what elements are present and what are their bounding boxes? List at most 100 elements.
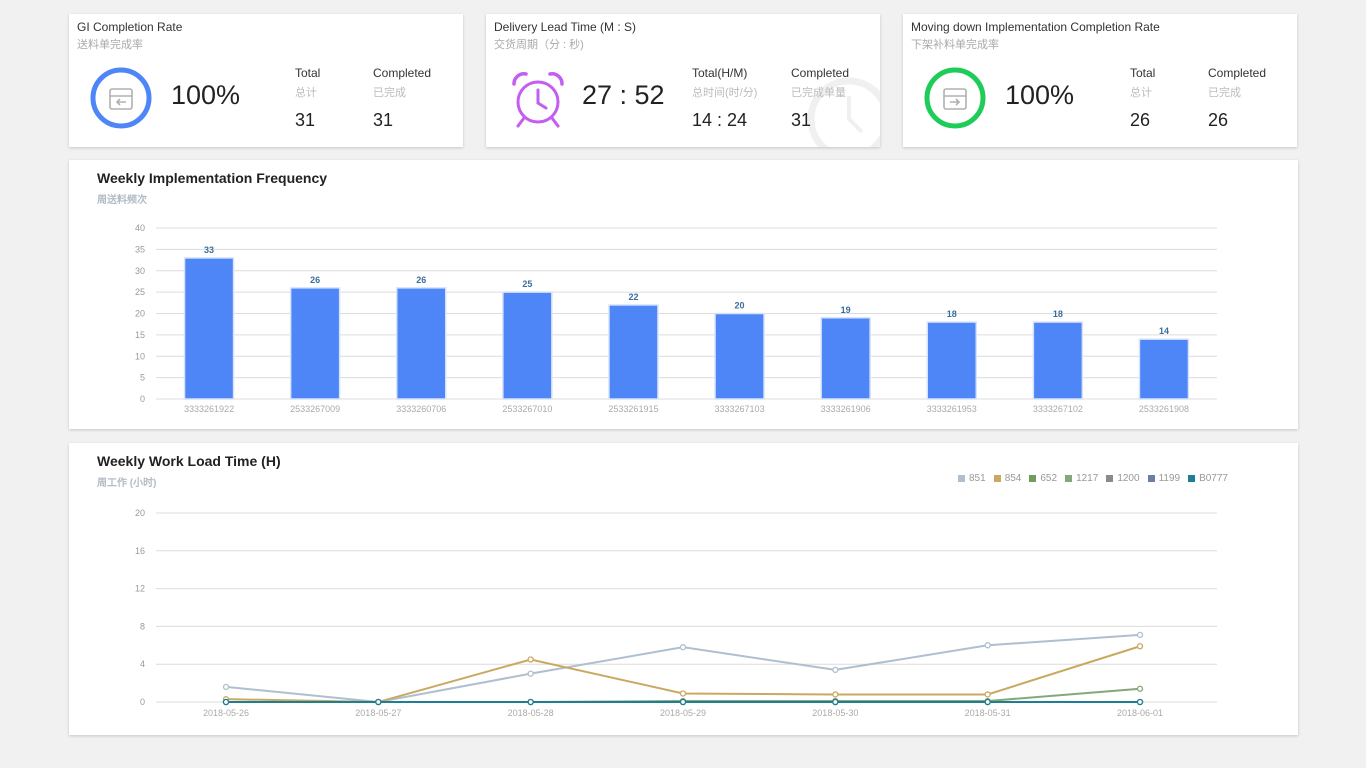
data-point	[1136, 698, 1144, 706]
bar	[183, 257, 235, 400]
kpi-card-moving-down-completion: Moving down Implementation Completion Ra…	[903, 14, 1297, 147]
stat-label: Completed	[1208, 66, 1267, 80]
legend-swatch	[1065, 475, 1073, 482]
data-point	[222, 683, 230, 691]
chart-title: Weekly Work Load Time (H)	[97, 453, 281, 469]
bar	[926, 321, 977, 400]
bar	[608, 304, 659, 400]
legend-item[interactable]: 1217	[1065, 473, 1098, 484]
x-tick-label: 2018-05-31	[965, 708, 1011, 718]
legend-swatch	[1029, 475, 1037, 482]
x-tick-label: 2018-05-27	[355, 708, 401, 718]
bar-value-label: 14	[1159, 326, 1169, 336]
x-tick-label: 3333260706	[396, 404, 446, 414]
x-tick-label: 3333267102	[1033, 404, 1083, 414]
y-tick-label: 25	[135, 287, 145, 297]
legend-item[interactable]: 854	[993, 473, 1021, 484]
bar-value-label: 26	[310, 275, 320, 285]
stat-label: Total	[1130, 66, 1156, 80]
stat-sublabel: 总计	[295, 87, 317, 99]
legend-label: 1199	[1158, 473, 1181, 484]
kpi-value: 100%	[171, 80, 241, 110]
y-tick-label: 10	[135, 351, 145, 361]
kpi-title: Delivery Lead Time (M : S)	[494, 20, 637, 34]
kpi-value: 100%	[1005, 80, 1075, 110]
data-point	[832, 666, 839, 674]
bar-value-label: 25	[522, 279, 532, 289]
data-point	[679, 690, 687, 697]
legend-swatch	[958, 475, 965, 482]
bar-value-label: 20	[735, 301, 745, 311]
y-tick-label: 30	[135, 266, 145, 276]
y-tick-label: 12	[135, 584, 145, 594]
kpi-card-delivery-lead-time: Delivery Lead Time (M : S) 交货周期（分 : 秒) 2…	[486, 14, 880, 147]
stat-sublabel: 总时间(时/分)	[692, 87, 758, 99]
chart-subtitle: 周送料频次	[97, 195, 147, 206]
bar	[1032, 321, 1084, 400]
data-point	[222, 698, 230, 706]
bar	[396, 287, 447, 400]
bar	[714, 312, 765, 400]
stat-label: Total	[295, 66, 321, 80]
data-point	[832, 691, 839, 698]
stat-label: Completed	[373, 66, 432, 80]
stat-sublabel: 已完成单量	[791, 87, 846, 99]
legend-label: B0777	[1199, 473, 1228, 484]
kpi-stat-completed: Completed 已完成 31	[373, 66, 431, 131]
data-point	[375, 698, 382, 706]
kpi-card-gi-completion: GI Completion Rate 送料单完成率 100% Total 总计 …	[69, 14, 463, 147]
x-tick-label: 2018-06-01	[1117, 708, 1163, 718]
y-tick-label: 20	[135, 309, 145, 319]
bar	[1138, 338, 1190, 400]
data-point	[1136, 631, 1144, 639]
stat-label: Completed	[791, 66, 850, 80]
alarm-clock-icon	[512, 72, 564, 128]
legend-label: 1217	[1076, 473, 1099, 484]
stat-value: 31	[295, 110, 316, 130]
kpi-stat-completed: Completed 已完成 26	[1208, 66, 1266, 131]
legend-item[interactable]: 652	[1029, 473, 1057, 484]
x-tick-label: 2018-05-29	[660, 708, 706, 718]
x-tick-label: 2018-05-28	[508, 708, 554, 718]
bar-chart: 0 5 10 15 20 25 30 35 40 33 3333261922 26 2533267009…	[135, 223, 1217, 414]
kpi-value: 27 : 52	[582, 80, 665, 110]
bar-value-label: 18	[947, 309, 957, 319]
kpi-stat-total: Total(H/M) 总时间(时/分) 14 : 24	[692, 66, 757, 131]
y-tick-label: 4	[140, 659, 145, 669]
bar-value-label: 33	[204, 245, 214, 255]
legend-item[interactable]: B0777	[1188, 473, 1228, 484]
x-tick-label: 2018-05-26	[203, 708, 249, 718]
kpi-stat-total: Total 总计 26	[1130, 66, 1155, 131]
chart-legend: 851 854 652 1217 1200 1199 B0777	[958, 473, 1228, 484]
stat-value: 14 : 24	[692, 110, 748, 130]
bar-value-label: 26	[416, 275, 426, 285]
legend-item[interactable]: 1199	[1147, 473, 1181, 484]
bar	[820, 317, 871, 400]
data-point	[984, 691, 991, 698]
x-tick-label: 2533267009	[290, 404, 340, 414]
x-tick-label: 2533261908	[1139, 404, 1189, 414]
kpi-stat-total: Total 总计 31	[295, 66, 320, 131]
data-point	[832, 698, 839, 706]
bar-chart-card: Weekly Implementation Frequency 周送料频次 0 5…	[69, 160, 1298, 429]
legend-swatch	[1188, 475, 1196, 482]
y-tick-label: 40	[135, 223, 145, 233]
data-point	[1136, 643, 1144, 650]
data-point	[527, 698, 534, 706]
legend-swatch	[1106, 475, 1114, 482]
bar-value-label: 18	[1053, 309, 1063, 319]
bar-value-label: 22	[628, 292, 638, 302]
y-tick-label: 15	[135, 330, 145, 340]
x-tick-label: 2018-05-30	[812, 708, 858, 718]
legend-label: 652	[1040, 473, 1058, 484]
stat-sublabel: 已完成	[1208, 87, 1241, 99]
x-tick-label: 3333261906	[821, 404, 871, 414]
y-tick-label: 8	[140, 621, 145, 631]
bar	[289, 287, 341, 400]
stat-value: 31	[791, 110, 812, 130]
bar	[502, 291, 553, 400]
legend-item[interactable]: 1200	[1106, 473, 1140, 484]
legend-item[interactable]: 851	[958, 473, 986, 484]
data-point	[984, 698, 991, 706]
line-chart: 0 4 8 12 16 20 2018-05-26 2018-05-27 2018-05-28 2…	[135, 508, 1217, 718]
